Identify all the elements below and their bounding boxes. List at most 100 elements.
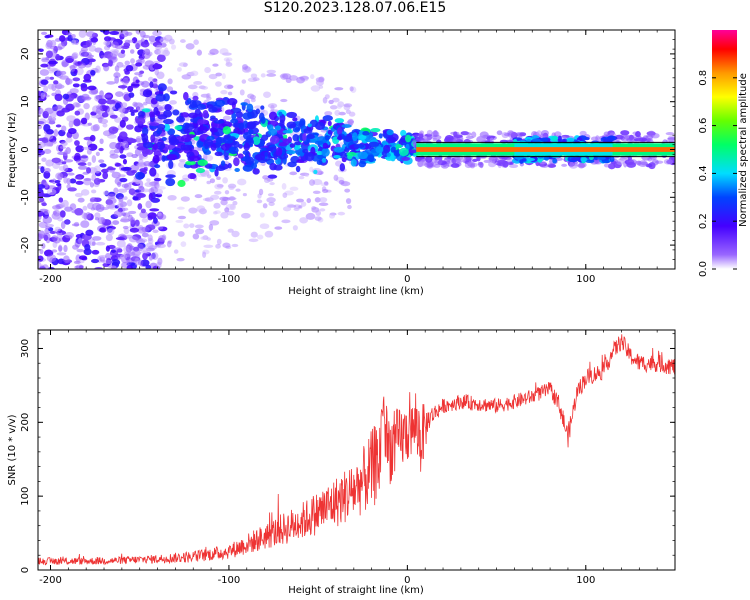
x-tick-label: -100	[218, 575, 241, 586]
heatmap-cell	[115, 91, 124, 97]
heatmap-cell	[228, 185, 235, 191]
heatmap-cell	[118, 200, 124, 206]
heatmap-cell	[221, 121, 233, 128]
heatmap-cell	[306, 198, 312, 204]
heatmap-cell	[167, 194, 177, 201]
heatmap-cell	[155, 141, 166, 150]
heatmap-cell	[64, 78, 73, 85]
heatmap-cell	[142, 246, 149, 254]
heatmap-cell	[40, 63, 49, 68]
heatmap-cell	[89, 198, 97, 203]
heatmap-cell	[496, 159, 507, 165]
heatmap-cell	[426, 134, 433, 141]
heatmap-cell	[242, 150, 250, 156]
heatmap-cell	[503, 132, 511, 137]
heatmap-cell	[65, 137, 73, 143]
heatmap-cell	[45, 226, 51, 230]
heatmap-cell	[224, 207, 230, 213]
heatmap-cell	[91, 241, 96, 246]
heatmap-cell	[281, 219, 291, 224]
heatmap-cell	[334, 87, 344, 91]
heatmap-cell	[120, 30, 129, 38]
heatmap-cell	[216, 238, 222, 245]
heatmap-cell	[82, 44, 88, 48]
heatmap-cell	[327, 129, 333, 135]
heatmap-cell	[91, 258, 100, 264]
heatmap-cell	[197, 159, 208, 166]
heatmap-cell	[386, 152, 391, 158]
heatmap-cell	[314, 216, 322, 221]
heatmap-cell	[167, 128, 176, 136]
heatmap-cell	[38, 255, 44, 262]
heatmap-cell	[344, 188, 351, 193]
heatmap-cell	[115, 256, 122, 260]
heatmap-cell	[122, 77, 129, 86]
heatmap-cell	[296, 76, 305, 84]
heatmap-cell	[324, 111, 333, 116]
x-tick-label: -200	[39, 274, 62, 285]
heatmap-cell	[163, 109, 173, 118]
heatmap-cell	[80, 117, 88, 125]
heatmap-cell	[125, 65, 134, 72]
heatmap-cell	[242, 64, 248, 70]
heatmap-cell	[54, 180, 61, 184]
heatmap-cell	[175, 219, 184, 223]
heatmap-cell	[279, 119, 285, 127]
heatmap-cell	[206, 237, 211, 241]
heatmap-cell	[275, 147, 283, 157]
heatmap-cell	[156, 186, 166, 190]
heatmap-cell	[117, 174, 126, 178]
heatmap-cell	[212, 63, 219, 67]
heatmap-cell	[127, 39, 134, 43]
heatmap-cell	[507, 131, 518, 139]
heatmap-cell	[561, 163, 568, 167]
snr-series-line	[38, 334, 675, 566]
heatmap-cell	[299, 217, 309, 224]
heatmap-cell	[241, 212, 251, 219]
heatmap-cell	[106, 81, 116, 85]
heatmap-cell	[443, 157, 452, 162]
heatmap-cell	[161, 136, 167, 141]
heatmap-cell	[307, 134, 315, 140]
heatmap-cell	[222, 177, 228, 184]
heatmap-cell	[274, 125, 282, 131]
x-tick-label: -200	[39, 575, 62, 586]
heatmap-cell	[268, 201, 275, 207]
heatmap-cell	[424, 162, 434, 168]
heatmap-cell	[149, 81, 154, 88]
heatmap-cell	[157, 83, 167, 92]
heatmap-cell	[234, 167, 240, 172]
colorbar-label: Normalized spectral amplitude	[738, 73, 749, 227]
heatmap-cell	[266, 197, 276, 203]
heatmap-cell	[314, 140, 324, 145]
heatmap-cell	[135, 62, 143, 67]
heatmap-cell	[44, 133, 54, 140]
heatmap-cell	[98, 159, 105, 164]
heatmap-cell	[180, 144, 186, 151]
heatmap-cell	[57, 173, 63, 181]
heatmap-cell	[73, 118, 81, 127]
heatmap-cell	[142, 48, 150, 54]
heatmap-cell	[152, 143, 158, 150]
heatmap-cell	[126, 243, 133, 250]
heatmap-cell	[117, 85, 128, 89]
heatmap-cell	[206, 180, 211, 185]
heatmap-cell	[300, 201, 307, 207]
heatmap-cell	[171, 44, 177, 50]
heatmap-cell	[158, 235, 166, 242]
heatmap-cell	[499, 139, 509, 144]
heatmap-cell	[54, 93, 63, 102]
heatmap-cell	[95, 107, 104, 115]
heatmap-cell	[73, 260, 81, 265]
heatmap-cell	[336, 127, 343, 136]
heatmap-cell	[514, 154, 524, 160]
spectrogram-x-axis-label: Height of straight line (km)	[288, 286, 424, 297]
heatmap-cell	[286, 150, 296, 155]
heatmap-cell	[509, 164, 519, 169]
heatmap-cell	[318, 202, 329, 206]
heatmap-cell	[41, 157, 47, 162]
heatmap-cell	[101, 168, 109, 174]
heatmap-cell	[370, 127, 381, 133]
heatmap-cell	[139, 211, 149, 219]
heatmap-cell	[551, 135, 558, 142]
